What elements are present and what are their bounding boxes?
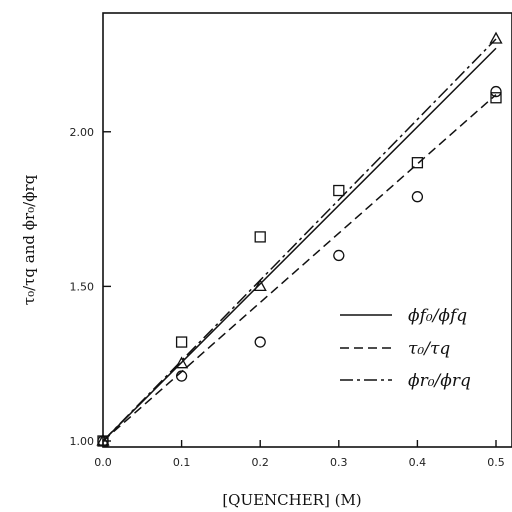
plot-frame xyxy=(102,12,512,448)
tick-labels: 0.0 0.1 0.2 0.3 0.4 0.5 1.00 1.50 2.00 xyxy=(70,126,505,469)
point-triangle xyxy=(175,356,189,369)
y-axis-title: τ₀/τq and ϕr₀/ϕrq xyxy=(20,174,38,305)
point-circle xyxy=(254,336,266,348)
legend-label-triangle: ϕr₀/ϕrq xyxy=(408,371,471,391)
point-square xyxy=(490,92,502,104)
point-square xyxy=(333,184,345,197)
x-tick-label: 0.2 xyxy=(251,456,269,469)
x-axis-title: [QUENCHER] (M) xyxy=(222,491,361,509)
fit-lines xyxy=(102,38,497,442)
fit-line-square xyxy=(102,47,497,442)
point-square xyxy=(175,336,188,348)
point-circle xyxy=(411,191,424,203)
axis-ticks xyxy=(102,131,497,447)
y-tick-label: 1.50 xyxy=(70,280,95,293)
point-circle xyxy=(175,370,188,382)
fit-line-circle xyxy=(102,94,497,442)
legend: ϕf₀/ϕfq τ₀/τq ϕr₀/ϕrq xyxy=(340,306,471,391)
point-triangle xyxy=(253,279,267,292)
point-triangle xyxy=(489,31,503,44)
fit-line-triangle xyxy=(102,38,497,442)
point-circle xyxy=(490,85,502,98)
x-tick-label: 0.5 xyxy=(487,456,505,469)
data-markers xyxy=(96,31,503,447)
point-square xyxy=(254,231,266,243)
y-tick-label: 2.00 xyxy=(70,126,95,139)
legend-label-square: ϕf₀/ϕfq xyxy=(408,306,467,326)
x-tick-label: 0.4 xyxy=(409,456,427,469)
point-square xyxy=(411,157,424,169)
x-tick-label: 0.3 xyxy=(330,456,348,469)
x-tick-label: 0.1 xyxy=(173,456,191,469)
y-tick-label: 1.00 xyxy=(70,435,95,448)
point-circle xyxy=(333,249,345,262)
x-tick-label: 0.0 xyxy=(94,456,112,469)
legend-label-circle: τ₀/τq xyxy=(408,339,450,359)
point-triangle xyxy=(96,433,110,446)
